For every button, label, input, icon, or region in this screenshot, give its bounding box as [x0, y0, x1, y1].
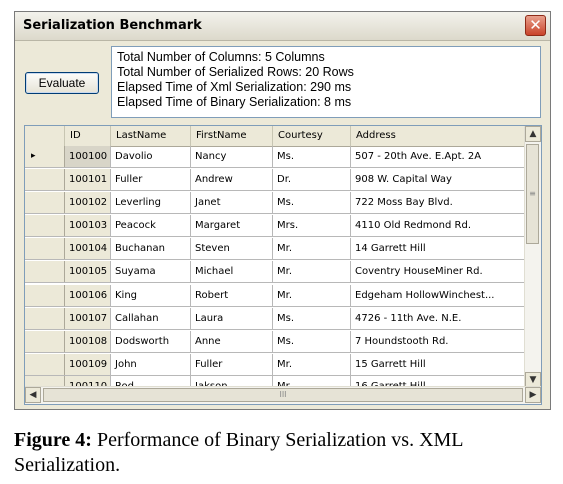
- info-line-columns: Total Number of Columns: 5 Columns: [117, 50, 325, 64]
- cell-courtesy[interactable]: Mr.: [273, 354, 351, 375]
- column-header-address[interactable]: Address: [351, 126, 527, 146]
- info-line-binary-time: Elapsed Time of Binary Serialization: 8 …: [117, 95, 352, 109]
- cell-first-name[interactable]: Robert: [191, 285, 273, 306]
- cell-address[interactable]: 908 W. Capital Way: [351, 169, 527, 190]
- cell-address[interactable]: 722 Moss Bay Blvd.: [351, 192, 527, 213]
- cell-id[interactable]: 100100: [65, 146, 111, 167]
- figure-label: Figure 4:: [14, 429, 92, 451]
- cell-last-name[interactable]: John: [111, 354, 191, 375]
- cell-first-name[interactable]: Laura: [191, 308, 273, 329]
- cell-first-name[interactable]: Michael: [191, 261, 273, 282]
- cell-first-name[interactable]: Fuller: [191, 354, 273, 375]
- cell-address[interactable]: 4110 Old Redmond Rd.: [351, 215, 527, 236]
- grid-corner: [25, 126, 65, 146]
- cell-id[interactable]: 100109: [65, 354, 111, 375]
- cell-address[interactable]: Coventry HouseMiner Rd.: [351, 261, 527, 282]
- cell-address[interactable]: 7 Houndstooth Rd.: [351, 331, 527, 352]
- scroll-right-icon[interactable]: ▶: [525, 387, 541, 403]
- column-header-id[interactable]: ID: [65, 126, 111, 146]
- info-line-xml-time: Elapsed Time of Xml Serialization: 290 m…: [117, 80, 352, 94]
- cell-first-name[interactable]: Andrew: [191, 169, 273, 190]
- cell-id[interactable]: 100105: [65, 261, 111, 282]
- cell-id[interactable]: 100101: [65, 169, 111, 190]
- window-title: Serialization Benchmark: [23, 18, 202, 33]
- column-header-courtesy[interactable]: Courtesy: [273, 126, 351, 146]
- cell-first-name[interactable]: Janet: [191, 192, 273, 213]
- cell-last-name[interactable]: King: [111, 285, 191, 306]
- cell-address[interactable]: 15 Garrett Hill: [351, 354, 527, 375]
- cell-first-name[interactable]: Nancy: [191, 146, 273, 167]
- horizontal-scrollbar[interactable]: ◀ III ▶: [25, 386, 541, 404]
- vertical-scroll-thumb[interactable]: ≡: [526, 144, 539, 244]
- cell-courtesy[interactable]: Ms.: [273, 308, 351, 329]
- cell-last-name[interactable]: Callahan: [111, 308, 191, 329]
- vertical-scrollbar[interactable]: ▲ ≡ ▼: [524, 126, 541, 388]
- column-header-first-name[interactable]: FirstName: [191, 126, 273, 146]
- row-selector[interactable]: [25, 215, 65, 236]
- scroll-left-icon[interactable]: ◀: [25, 387, 41, 403]
- table-row[interactable]: 100104 Buchanan Steven Mr. 14 Garrett Hill: [25, 238, 527, 260]
- cell-first-name[interactable]: Anne: [191, 331, 273, 352]
- table-row[interactable]: ▸ 100100 Davolio Nancy Ms. 507 - 20th Ave. E.…: [25, 146, 527, 168]
- cell-address[interactable]: 507 - 20th Ave. E.Apt. 2A: [351, 146, 527, 167]
- cell-id[interactable]: 100104: [65, 238, 111, 259]
- cell-first-name[interactable]: Steven: [191, 238, 273, 259]
- row-selector[interactable]: [25, 308, 65, 329]
- cell-last-name[interactable]: Dodsworth: [111, 331, 191, 352]
- info-line-rows: Total Number of Serialized Rows: 20 Rows: [117, 65, 354, 79]
- cell-last-name[interactable]: Fuller: [111, 169, 191, 190]
- row-selector[interactable]: ▸: [25, 146, 65, 167]
- cell-courtesy[interactable]: Mr.: [273, 261, 351, 282]
- column-header-last-name[interactable]: LastName: [111, 126, 191, 146]
- table-row[interactable]: 100106 King Robert Mr. Edgeham HollowWinches…: [25, 285, 527, 307]
- row-selector[interactable]: [25, 331, 65, 352]
- cell-last-name[interactable]: Suyama: [111, 261, 191, 282]
- row-selector[interactable]: [25, 192, 65, 213]
- cell-id[interactable]: 100103: [65, 215, 111, 236]
- current-row-arrow-icon: ▸: [31, 151, 36, 161]
- figure-caption: Figure 4: Performance of Binary Serializ…: [14, 428, 554, 478]
- cell-last-name[interactable]: Davolio: [111, 146, 191, 167]
- cell-courtesy[interactable]: Ms.: [273, 146, 351, 167]
- scroll-up-icon[interactable]: ▲: [525, 126, 541, 142]
- table-row[interactable]: 100107 Callahan Laura Ms. 4726 - 11th Ave. N…: [25, 308, 527, 330]
- close-icon[interactable]: ✕: [525, 15, 546, 36]
- cell-first-name[interactable]: Margaret: [191, 215, 273, 236]
- cell-last-name[interactable]: Leverling: [111, 192, 191, 213]
- cell-id[interactable]: 100107: [65, 308, 111, 329]
- table-row[interactable]: 100109 John Fuller Mr. 15 Garrett Hill: [25, 354, 527, 376]
- cell-id[interactable]: 100106: [65, 285, 111, 306]
- cell-courtesy[interactable]: Mr.: [273, 238, 351, 259]
- cell-courtesy[interactable]: Mr.: [273, 285, 351, 306]
- figure-caption-text: Performance of Binary Serialization vs. …: [14, 429, 463, 476]
- table-row[interactable]: 100105 Suyama Michael Mr. Coventry HouseMine…: [25, 261, 527, 283]
- table-row[interactable]: 100108 Dodsworth Anne Ms. 7 Houndstooth Rd.: [25, 331, 527, 353]
- results-textbox[interactable]: Total Number of Columns: 5 Columns Total…: [111, 46, 541, 118]
- cell-last-name[interactable]: Peacock: [111, 215, 191, 236]
- horizontal-scroll-thumb[interactable]: III: [43, 388, 523, 402]
- grid-header: ID LastName FirstName Courtesy Address: [25, 126, 527, 147]
- serialization-benchmark-window: Serialization Benchmark ✕ Evaluate Total…: [14, 11, 551, 410]
- table-row[interactable]: 100103 Peacock Margaret Mrs. 4110 Old Redmon…: [25, 215, 527, 237]
- cell-courtesy[interactable]: Ms.: [273, 331, 351, 352]
- cell-address[interactable]: Edgeham HollowWinchest...: [351, 285, 527, 306]
- table-row[interactable]: 100102 Leverling Janet Ms. 722 Moss Bay Blvd…: [25, 192, 527, 214]
- row-selector[interactable]: [25, 354, 65, 375]
- cell-courtesy[interactable]: Dr.: [273, 169, 351, 190]
- row-selector[interactable]: [25, 285, 65, 306]
- cell-id[interactable]: 100108: [65, 331, 111, 352]
- cell-courtesy[interactable]: Mrs.: [273, 215, 351, 236]
- cell-address[interactable]: 14 Garrett Hill: [351, 238, 527, 259]
- cell-id[interactable]: 100102: [65, 192, 111, 213]
- cell-address[interactable]: 4726 - 11th Ave. N.E.: [351, 308, 527, 329]
- data-grid[interactable]: ID LastName FirstName Courtesy Address ▸ 1001…: [24, 125, 542, 405]
- cell-courtesy[interactable]: Ms.: [273, 192, 351, 213]
- evaluate-button[interactable]: Evaluate: [25, 72, 99, 94]
- table-row[interactable]: 100101 Fuller Andrew Dr. 908 W. Capital Way: [25, 169, 527, 191]
- row-selector[interactable]: [25, 169, 65, 190]
- cell-last-name[interactable]: Buchanan: [111, 238, 191, 259]
- row-selector[interactable]: [25, 261, 65, 282]
- row-selector[interactable]: [25, 238, 65, 259]
- title-bar[interactable]: Serialization Benchmark ✕: [15, 12, 550, 41]
